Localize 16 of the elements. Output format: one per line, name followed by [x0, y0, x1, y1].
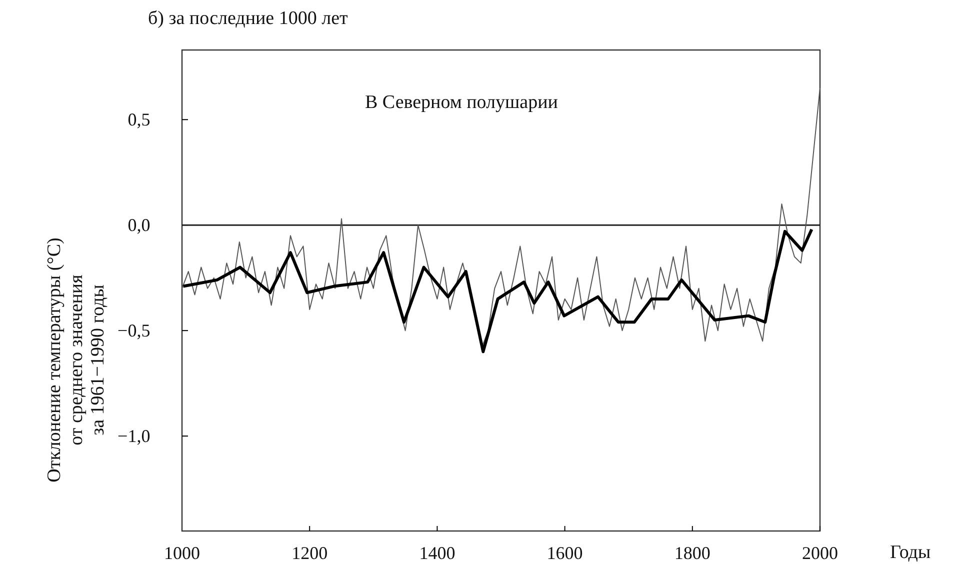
annotation: В Северном полушарии — [365, 92, 558, 113]
line-series — [182, 87, 820, 348]
y-axis-title: Отклонение температуры (°C) от среднего значения за 1961−1990 годы — [44, 238, 109, 482]
y-tick-label: 0,5 — [128, 109, 150, 130]
x-tick-label: 1600 — [546, 543, 583, 564]
x-tick-label: 1400 — [419, 543, 456, 564]
y-tick-label: −1,0 — [118, 426, 150, 446]
x-tick-label: 1800 — [674, 543, 710, 564]
x-tick-label: 1000 — [164, 543, 200, 564]
y-tick-label: 0,0 — [128, 214, 150, 235]
x-tick-label: 2000 — [802, 543, 838, 564]
y-tick-label: −0,5 — [118, 320, 150, 340]
chart-title: б) за последние 1000 лет — [148, 8, 349, 29]
line-series — [182, 228, 814, 354]
x-axis-title: Годы — [890, 542, 931, 563]
x-tick-label: 1200 — [292, 543, 328, 564]
